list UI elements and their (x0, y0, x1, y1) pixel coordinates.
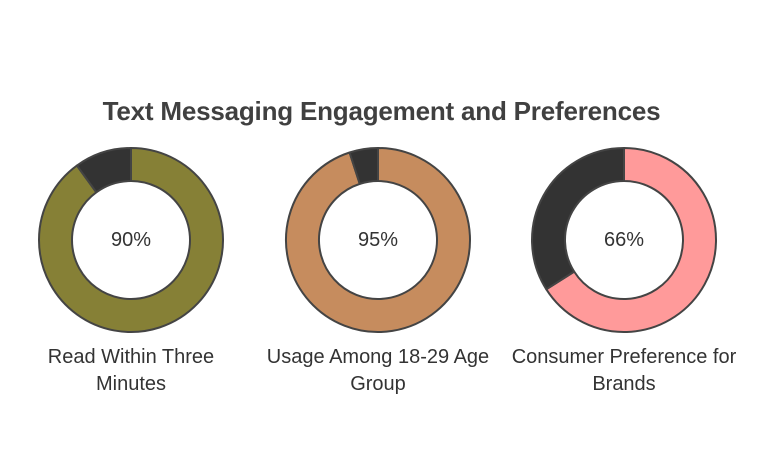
donut-value-arc (38, 147, 224, 333)
donut-caption: Usage Among 18-29 Age Group (266, 346, 490, 395)
donut-chart-read-within-three-minutes: 90% (36, 145, 226, 335)
chart-title: Text Messaging Engagement and Preference… (102, 96, 661, 126)
donut-remainder-arc (348, 147, 379, 185)
donut-remainder-arc (75, 147, 132, 194)
donut-chart-usage-18-29: 95% (283, 145, 473, 335)
donut-svg-3 (531, 147, 717, 333)
donut-svg-1 (38, 147, 224, 333)
donut-percent-label: 66% (603, 229, 645, 251)
donut-remainder-arc (531, 147, 625, 291)
donut-svg-2 (285, 147, 471, 333)
donut-chart-consumer-preference: 66% (529, 145, 719, 335)
donut-caption: Consumer Preference for Brands (511, 346, 737, 395)
donut-percent-label: 90% (110, 229, 152, 251)
donut-percent-label: 95% (357, 229, 399, 251)
donut-value-arc (285, 147, 471, 333)
donut-value-arc (545, 147, 717, 333)
donut-caption: Read Within Three Minutes (47, 346, 215, 395)
